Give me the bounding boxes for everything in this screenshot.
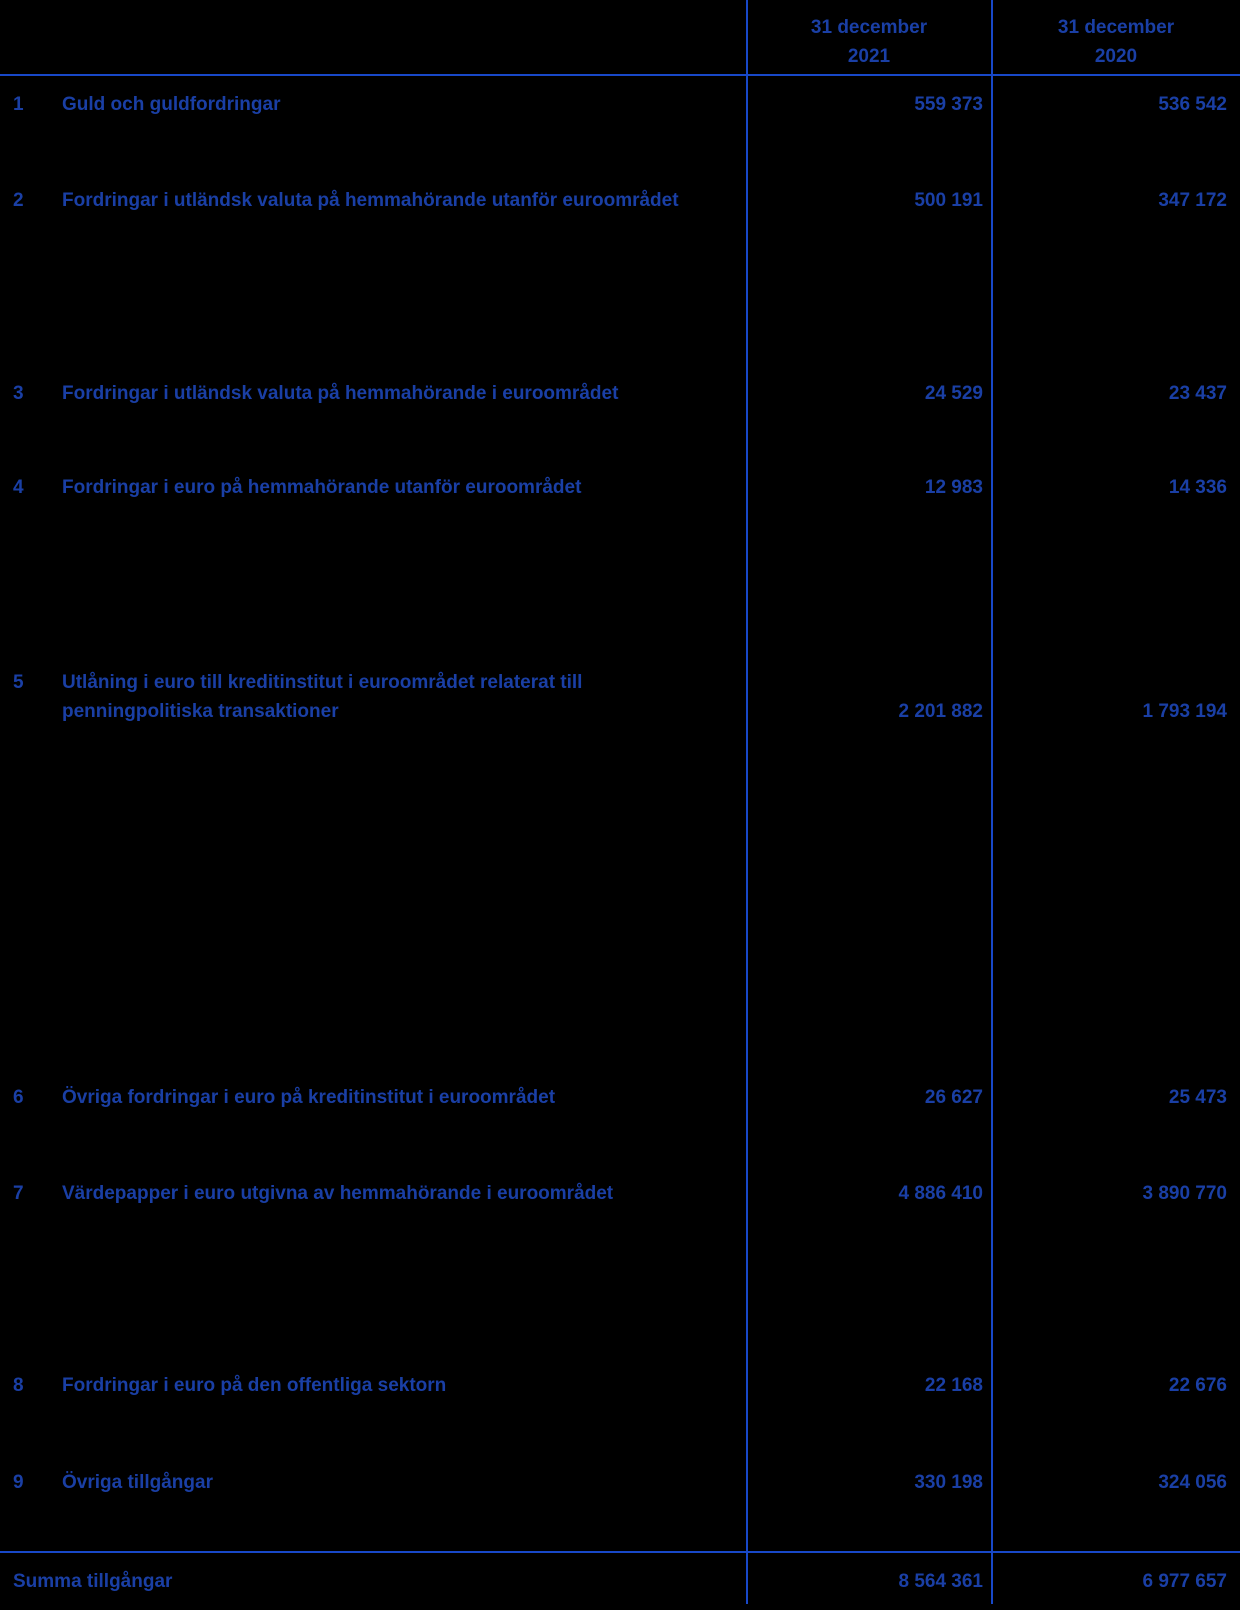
row-value-2021: 559 373 — [914, 94, 983, 115]
row-label: Guld och guldfordringar — [62, 94, 281, 115]
row-number: 9 — [13, 1472, 24, 1493]
total-label: Summa tillgångar — [13, 1571, 173, 1592]
table-row: 1 Guld och guldfordringar 559 373 536 54… — [0, 90, 1240, 148]
row-value-2020: 14 336 — [1168, 477, 1227, 498]
row-number: 4 — [13, 477, 24, 498]
row-number: 2 — [13, 190, 24, 211]
row-number: 8 — [13, 1375, 24, 1396]
row-value-2020: 25 473 — [1168, 1087, 1227, 1108]
row-label: Fordringar i utländsk valuta på hemmahör… — [62, 383, 619, 404]
row-label: Fordringar i euro på den offentliga sekt… — [62, 1375, 447, 1396]
row-value-2021: 4 886 410 — [898, 1183, 983, 1204]
column-header-2020: 31 december 2020 — [992, 13, 1240, 71]
row-label: Fordringar i utländsk valuta på hemmahör… — [62, 190, 679, 211]
row-value-2021: 24 529 — [924, 383, 983, 404]
column-header-2020-line1: 31 december — [1057, 17, 1175, 38]
row-number: 6 — [13, 1087, 24, 1108]
row-value-2020: 1 793 194 — [1142, 701, 1227, 722]
column-header-2021: 31 december 2021 — [747, 13, 991, 71]
column-divider-2020 — [991, 0, 993, 1604]
column-header-2020-line2: 2020 — [1094, 46, 1138, 67]
row-value-2021: 330 198 — [914, 1472, 983, 1493]
table-row: 7 Värdepapper i euro utgivna av hemmahör… — [0, 1179, 1240, 1237]
row-value-2021: 12 983 — [924, 477, 983, 498]
table-row: 9 Övriga tillgångar 330 198 324 056 — [0, 1468, 1240, 1526]
row-label: Övriga tillgångar — [62, 1472, 213, 1493]
row-label: Utlåning i euro till kreditinstitut i eu… — [62, 668, 747, 726]
row-label-line2: penningpolitiska transaktioner — [62, 701, 339, 722]
column-header-2021-line1: 31 december — [810, 17, 928, 38]
row-value-2021: 500 191 — [914, 190, 983, 211]
row-value-2020: 23 437 — [1168, 383, 1227, 404]
row-number: 5 — [13, 672, 24, 693]
row-value-2021: 22 168 — [924, 1375, 983, 1396]
total-rule — [0, 1551, 1240, 1553]
row-value-2020: 3 890 770 — [1142, 1183, 1227, 1204]
row-value-2020: 536 542 — [1158, 94, 1227, 115]
row-value-2021: 2 201 882 — [898, 701, 983, 722]
row-number: 1 — [13, 94, 24, 115]
table-row: 2 Fordringar i utländsk valuta på hemmah… — [0, 186, 1240, 244]
total-value-2020: 6 977 657 — [1142, 1571, 1227, 1592]
row-label: Fordringar i euro på hemmahörande utanfö… — [62, 477, 582, 498]
row-number: 7 — [13, 1183, 24, 1204]
row-label: Värdepapper i euro utgivna av hemmahöran… — [62, 1183, 614, 1204]
row-value-2020: 347 172 — [1158, 190, 1227, 211]
row-number: 3 — [13, 383, 24, 404]
table-row: 3 Fordringar i utländsk valuta på hemmah… — [0, 379, 1240, 437]
row-value-2021: 26 627 — [924, 1087, 983, 1108]
row-value-2020: 22 676 — [1168, 1375, 1227, 1396]
table-row: 4 Fordringar i euro på hemmahörande utan… — [0, 473, 1240, 531]
column-divider-2021 — [746, 0, 748, 1604]
header-rule — [0, 74, 1240, 76]
table-row: 5 Utlåning i euro till kreditinstitut i … — [0, 668, 1240, 726]
row-value-2020: 324 056 — [1158, 1472, 1227, 1493]
column-header-2021-line2: 2021 — [847, 46, 891, 67]
row-label: Övriga fordringar i euro på kreditinstit… — [62, 1087, 556, 1108]
row-label-line1: Utlåning i euro till kreditinstitut i eu… — [62, 672, 583, 693]
total-row: Summa tillgångar 8 564 361 6 977 657 — [0, 1567, 1240, 1610]
total-value-2021: 8 564 361 — [898, 1571, 983, 1592]
table-row: 8 Fordringar i euro på den offentliga se… — [0, 1371, 1240, 1429]
table-row: 6 Övriga fordringar i euro på kreditinst… — [0, 1083, 1240, 1141]
